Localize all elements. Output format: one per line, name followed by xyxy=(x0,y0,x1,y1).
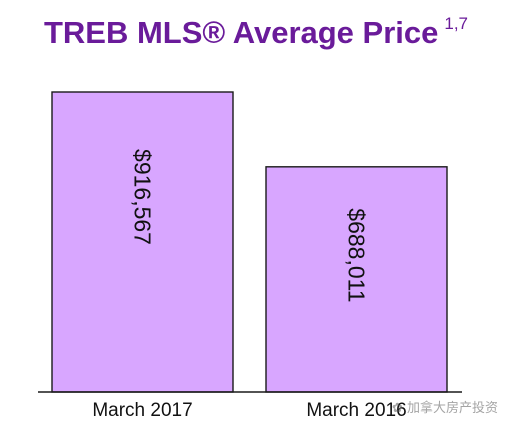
x-tick-label-1: March 2017 xyxy=(92,400,192,421)
bar-march-2017 xyxy=(51,91,234,393)
chart-title: TREB MLS® Average Price 1,7 xyxy=(0,14,512,51)
chart-title-text: TREB MLS® Average Price xyxy=(43,15,439,50)
x-tick-label-2: March 2016 xyxy=(306,400,406,421)
data-label-2: $688,011 xyxy=(344,208,370,302)
data-label-1: $916,567 xyxy=(130,149,156,245)
bar-march-2016 xyxy=(265,166,448,393)
chart-title-superscript: 1,7 xyxy=(444,14,469,33)
